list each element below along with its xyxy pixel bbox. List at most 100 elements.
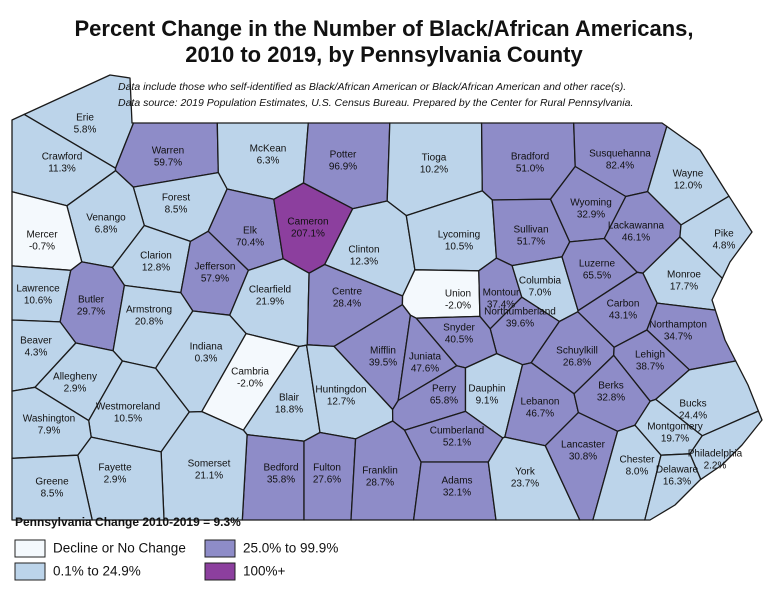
- county-change: 10.5%: [114, 414, 142, 425]
- county-name: Jefferson: [195, 262, 236, 273]
- county-name: Schuylkill: [556, 346, 598, 357]
- county-change: 6.8%: [95, 225, 118, 236]
- county-change: -0.7%: [29, 242, 55, 253]
- county-change: 32.9%: [577, 210, 605, 221]
- county-change: 2.9%: [64, 384, 87, 395]
- county-change: 10.6%: [24, 296, 52, 307]
- county-name: Allegheny: [53, 372, 97, 383]
- legend: Decline or No Change 25.0% to 99.9% 0.1% t…: [14, 539, 338, 581]
- legend-swatch: [14, 562, 46, 581]
- county-name: Potter: [330, 150, 357, 161]
- county-change: 4.3%: [25, 348, 48, 359]
- title-line: Percent Change in the Number of Black/Af…: [74, 16, 693, 41]
- county-change: 17.7%: [670, 282, 698, 293]
- county-change: 7.0%: [529, 288, 552, 299]
- county-change: 57.9%: [201, 274, 229, 285]
- county-name: Blair: [279, 393, 300, 404]
- county-name: Bedford: [263, 463, 298, 474]
- county-change: 37.4%: [487, 300, 515, 311]
- legend-label: Decline or No Change: [53, 541, 186, 556]
- county-name: Northampton: [649, 320, 707, 331]
- county-name: Butler: [78, 295, 105, 306]
- county-name: Lebanon: [521, 397, 560, 408]
- county-name: Tioga: [422, 153, 447, 164]
- county-name: Wayne: [673, 169, 704, 180]
- county-name: Centre: [332, 287, 362, 298]
- county-name: Clinton: [348, 245, 379, 256]
- county-name: Perry: [432, 384, 456, 395]
- county-change: 34.7%: [664, 332, 692, 343]
- county-name: Armstrong: [126, 305, 172, 316]
- county-name: McKean: [250, 144, 287, 155]
- county-change: 32.8%: [597, 393, 625, 404]
- county-change: 82.4%: [606, 161, 634, 172]
- county-name: Dauphin: [468, 384, 505, 395]
- county-name: Wyoming: [570, 198, 612, 209]
- county-name: York: [515, 467, 536, 478]
- county-name: Warren: [152, 146, 184, 157]
- county-change: 52.1%: [443, 438, 471, 449]
- county-name: Beaver: [20, 336, 52, 347]
- county-change: 10.2%: [420, 165, 448, 176]
- county-name: Snyder: [443, 323, 475, 334]
- county-change: 8.5%: [165, 205, 188, 216]
- county-name: Delaware: [656, 465, 699, 476]
- county-name: Washington: [23, 414, 75, 425]
- county-change: 26.8%: [563, 358, 591, 369]
- county-change: 70.4%: [236, 238, 264, 249]
- county-change: 29.7%: [77, 307, 105, 318]
- label-layer: Erie5.8%Crawford11.3%Warren59.7%McKean6.…: [16, 113, 742, 500]
- county-name: Monroe: [667, 270, 701, 281]
- county-change: 47.6%: [411, 364, 439, 375]
- county-change: -2.0%: [237, 379, 263, 390]
- county-layer: [11, 74, 763, 521]
- county-change: 21.9%: [256, 297, 284, 308]
- county-change: 51.0%: [516, 164, 544, 175]
- county-change: 2.9%: [104, 475, 127, 486]
- county-change: 38.7%: [636, 362, 664, 373]
- note: Data source: 2019 Population Estimates, …: [118, 97, 633, 109]
- county-name: Montour: [483, 288, 520, 299]
- county: [644, 453, 702, 521]
- county-change: 4.8%: [713, 241, 736, 252]
- county-change: 46.7%: [526, 409, 554, 420]
- county-name: Clearfield: [249, 285, 291, 296]
- county-change: 28.4%: [333, 299, 361, 310]
- county-name: Mifflin: [370, 346, 396, 357]
- county-name: Lehigh: [635, 350, 665, 361]
- county-name: Erie: [76, 113, 94, 124]
- county-name: Fulton: [313, 463, 341, 474]
- county-change: 39.5%: [369, 358, 397, 369]
- county-name: Cameron: [287, 217, 328, 228]
- legend-label: 0.1% to 24.9%: [53, 564, 141, 579]
- county-name: Carbon: [607, 299, 640, 310]
- county-change: 65.5%: [583, 271, 611, 282]
- county-change: 18.8%: [275, 405, 303, 416]
- county-change: 9.1%: [476, 396, 499, 407]
- county-name: Lackawanna: [608, 221, 665, 232]
- county-change: 21.1%: [195, 471, 223, 482]
- county-change: -2.0%: [445, 301, 471, 312]
- county-change: 30.8%: [569, 452, 597, 463]
- county-change: 5.8%: [74, 125, 97, 136]
- county-change: 59.7%: [154, 158, 182, 169]
- county-change: 27.6%: [313, 475, 341, 486]
- county-change: 35.8%: [267, 475, 295, 486]
- county: [11, 454, 93, 521]
- county-name: Montgomery: [647, 422, 703, 433]
- legend-swatch: [204, 539, 236, 558]
- county-name: Lancaster: [561, 440, 606, 451]
- county-change: 23.7%: [511, 479, 539, 490]
- county-name: Somerset: [188, 459, 231, 470]
- county: [77, 436, 165, 521]
- county-name: Cambria: [231, 367, 269, 378]
- county-name: Juniata: [409, 352, 442, 363]
- legend-title: Pennsylvania Change 2010-2019 = 9.3%: [15, 515, 241, 529]
- county-name: Northumberland: [484, 307, 556, 318]
- county-change: 12.8%: [142, 263, 170, 274]
- county-name: Union: [445, 289, 471, 300]
- county-name: Bucks: [679, 399, 706, 410]
- county-name: Westmoreland: [96, 402, 160, 413]
- legend-label: 100%+: [243, 564, 286, 579]
